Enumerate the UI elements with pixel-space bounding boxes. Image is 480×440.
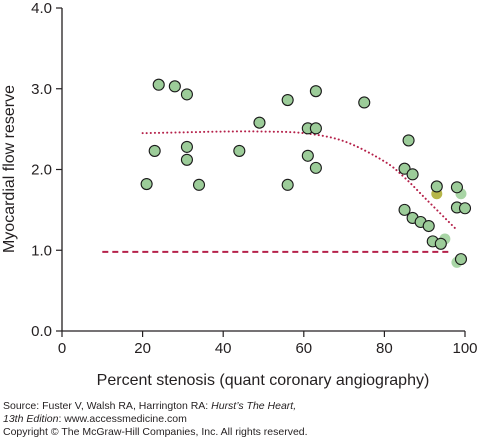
fit-curves [102, 130, 458, 253]
x-tick-label: 80 [376, 340, 393, 357]
data-point [148, 144, 161, 157]
axis-ticks: 0 20 40 60 80 100 0.0 1.0 2.0 3.0 4.0 [31, 0, 477, 357]
edition-line: 13th Edition: www.accessmedicine.com [3, 413, 187, 425]
y-tick-label: 4.0 [31, 0, 52, 17]
data-point [233, 144, 246, 157]
y-axis-title: Myocardial flow reserve [1, 85, 18, 253]
y-tick-label: 1.0 [31, 242, 52, 259]
data-point [152, 78, 165, 91]
data-point [168, 80, 181, 93]
data-point [458, 202, 472, 215]
data-point [358, 96, 371, 109]
data-point [301, 149, 314, 162]
y-tick-label: 2.0 [31, 162, 52, 179]
data-point [281, 178, 294, 191]
fit-curve-dotted [141, 130, 458, 232]
data-point [402, 134, 415, 147]
x-tick-label: 40 [215, 340, 232, 357]
data-point [309, 122, 322, 135]
scatter-chart: 0 20 40 60 80 100 0.0 1.0 2.0 3.0 4.0 Percent sten… [1, 0, 478, 389]
y-tick-label: 0.0 [31, 323, 52, 340]
data-point [422, 219, 435, 233]
data-point [140, 177, 153, 191]
x-tick-label: 20 [134, 340, 151, 357]
data-point [450, 181, 463, 194]
x-tick-label: 100 [452, 340, 477, 357]
source-credits: Source: Fuster V, Walsh RA, Harrington R… [3, 400, 308, 439]
copyright-line: Copyright © The McGraw-Hill Companies, I… [3, 426, 308, 438]
data-point [180, 88, 193, 101]
x-tick-label: 0 [58, 340, 66, 357]
data-point [309, 85, 322, 98]
data-point [454, 253, 468, 266]
x-tick-label: 60 [295, 340, 312, 357]
data-point [430, 180, 443, 193]
data-points [140, 78, 472, 268]
data-point [192, 178, 206, 191]
data-point [398, 162, 411, 175]
data-point [406, 168, 419, 181]
data-point [180, 153, 193, 166]
data-point [434, 237, 447, 250]
data-point [253, 116, 266, 129]
data-point [281, 94, 294, 107]
data-point [180, 140, 193, 153]
x-axis-title: Percent stenosis (quant coronary angiogr… [97, 372, 430, 389]
data-point [309, 161, 322, 174]
y-tick-label: 3.0 [31, 81, 52, 98]
data-point [398, 203, 411, 216]
source-line: Source: Fuster V, Walsh RA, Harrington R… [3, 400, 297, 412]
